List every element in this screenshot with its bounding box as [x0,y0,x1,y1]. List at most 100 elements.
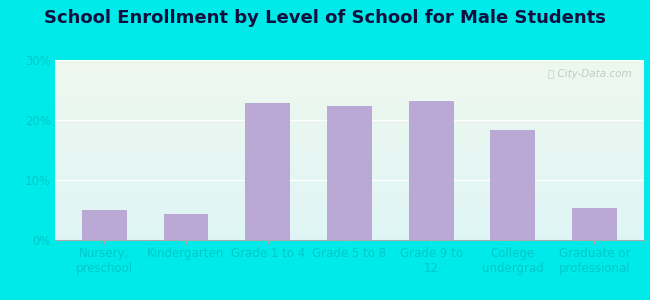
Bar [55,239,644,240]
Bar [55,116,644,117]
Bar [55,78,644,79]
Bar [327,106,372,240]
Bar [55,235,644,236]
Bar [55,117,644,118]
Bar [55,232,644,233]
Bar [55,223,644,224]
Bar [55,193,644,194]
Bar [55,221,644,222]
Bar [55,144,644,145]
Bar [55,148,644,149]
Bar [55,179,644,180]
Bar [55,72,644,73]
Bar [55,164,644,165]
Bar [55,120,644,121]
Bar [55,227,644,228]
Bar [55,60,644,61]
Bar [55,67,644,68]
Bar [55,181,644,182]
Bar [55,95,644,96]
Bar [55,97,644,98]
Bar [55,141,644,142]
Bar [55,134,644,135]
Bar [55,79,644,80]
Bar [55,100,644,101]
Bar [55,82,644,83]
Bar [55,190,644,191]
Bar [55,136,644,137]
Bar [55,80,644,81]
Bar [55,69,644,70]
Bar [55,82,644,83]
Bar [55,84,644,85]
Bar [55,238,644,239]
Bar [55,174,644,175]
Bar [55,98,644,99]
Bar [55,73,644,74]
Bar [55,61,644,62]
Bar [55,142,644,143]
Bar [55,146,644,147]
Bar [55,112,644,113]
Bar [55,200,644,201]
Bar [55,182,644,183]
Bar [55,93,644,94]
Bar [55,177,644,178]
Bar [55,111,644,112]
Bar [55,197,644,198]
Bar [55,103,644,104]
Bar [55,143,644,144]
Bar [55,129,644,130]
Bar [55,81,644,82]
Bar [55,147,644,148]
Bar [55,74,644,75]
Bar [55,66,644,67]
Bar [55,236,644,237]
Bar [55,175,644,176]
Bar [55,199,644,200]
Bar [82,210,127,240]
Bar [55,192,644,193]
Bar [55,213,644,214]
Bar [55,206,644,207]
Bar [55,210,644,211]
Bar [164,214,209,240]
Bar [55,91,644,92]
Bar [55,153,644,154]
Bar [55,114,644,115]
Bar [55,160,644,161]
Bar [55,125,644,126]
Bar [55,216,644,217]
Bar [55,203,644,204]
Bar [55,224,644,225]
Bar [55,207,644,208]
Bar [55,158,644,159]
Bar [55,171,644,172]
Bar [409,101,454,240]
Bar [55,215,644,216]
Bar [55,202,644,203]
Bar [55,189,644,190]
Bar [55,102,644,103]
Bar [55,135,644,136]
Bar [55,233,644,234]
Bar [55,124,644,125]
Bar [55,139,644,140]
Bar [55,198,644,199]
Bar [55,178,644,179]
Bar [55,83,644,84]
Bar [55,118,644,119]
Bar [55,137,644,138]
Bar [55,211,644,212]
Bar [55,88,644,89]
Bar [55,64,644,65]
Bar [55,104,644,105]
Bar [55,87,644,88]
Bar [55,155,644,156]
Bar [55,195,644,196]
Bar [55,101,644,102]
Bar [490,130,535,240]
Bar [55,237,644,238]
Bar [55,106,644,107]
Bar [55,133,644,134]
